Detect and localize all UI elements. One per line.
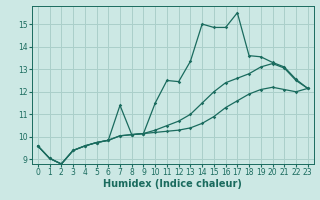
X-axis label: Humidex (Indice chaleur): Humidex (Indice chaleur) <box>103 179 242 189</box>
